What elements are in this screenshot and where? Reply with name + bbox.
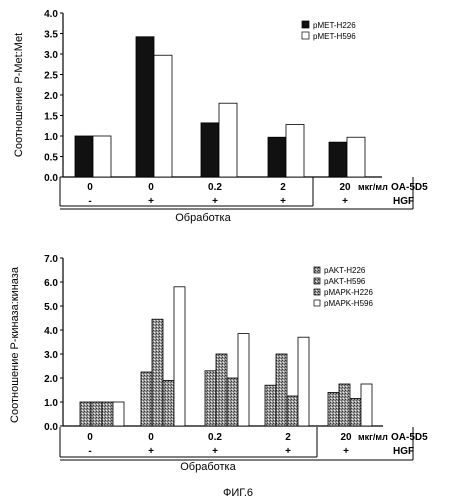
bar bbox=[275, 353, 288, 427]
bar bbox=[237, 333, 250, 427]
hgf-sign: + bbox=[280, 196, 286, 207]
bar bbox=[90, 401, 103, 427]
y-tick-label: 1.0 bbox=[44, 132, 58, 143]
hgf-sign: + bbox=[148, 446, 154, 457]
legend-swatch bbox=[313, 277, 321, 285]
legend-entry: pMET-H226 bbox=[313, 21, 356, 30]
dose-label: 0 bbox=[87, 182, 93, 193]
y-axis-label: Соотношение P-киназа:киназа bbox=[9, 266, 21, 423]
dose-label: 20 bbox=[339, 182, 351, 193]
bar bbox=[79, 401, 92, 427]
bar bbox=[360, 383, 373, 427]
treatment-label: OA-5D5 bbox=[391, 182, 428, 193]
bar bbox=[215, 353, 228, 427]
group-label: Обработка bbox=[180, 461, 236, 473]
legend-entry: pMAPK-H596 bbox=[324, 299, 373, 308]
bar bbox=[74, 135, 94, 178]
bar bbox=[286, 395, 299, 427]
dose-label: 0.2 bbox=[208, 432, 222, 443]
y-tick-label: 5.0 bbox=[44, 302, 58, 313]
legend-entry: pAKT-H226 bbox=[324, 266, 366, 275]
group-label: Обработка bbox=[175, 212, 231, 224]
bar bbox=[151, 318, 164, 427]
y-axis-label: Соотношение P-Met:Met bbox=[13, 33, 25, 157]
legend-box bbox=[312, 264, 384, 310]
hgf-sign: - bbox=[88, 196, 91, 207]
legend-entry: pMAPK-H226 bbox=[324, 288, 373, 297]
y-tick-label: 1.5 bbox=[44, 112, 58, 123]
unit-label: мкг/мл bbox=[358, 432, 388, 442]
bar bbox=[327, 391, 340, 427]
y-tick-label: 6.0 bbox=[44, 278, 58, 289]
chart-pmet-ratio: 0.0 0.5 1.0 1.5 2.0 2.5 3.0 3.5 4.0 Соотношение P… bbox=[13, 9, 428, 224]
dose-label: 0 bbox=[87, 432, 93, 443]
legend-swatch bbox=[313, 266, 321, 274]
chart-pkinase-ratio: 0.0 1.0 2.0 3.0 4.0 5.0 6.0 7.0 Соотношение P-ки… bbox=[9, 254, 428, 473]
dose-label: 20 bbox=[340, 432, 352, 443]
legend-box bbox=[300, 18, 378, 43]
treatment-label: OA-5D5 bbox=[391, 432, 428, 443]
bar bbox=[101, 401, 114, 427]
bar bbox=[338, 383, 351, 427]
dose-label: 0 bbox=[148, 432, 154, 443]
bar bbox=[140, 371, 153, 427]
hgf-label: HGF bbox=[393, 446, 414, 457]
hgf-sign: + bbox=[212, 446, 218, 457]
y-tick-label: 2.5 bbox=[44, 71, 58, 82]
bar bbox=[200, 122, 220, 178]
bar bbox=[112, 401, 125, 427]
bar bbox=[173, 286, 186, 427]
dose-label: 0 bbox=[148, 182, 154, 193]
legend-entry: pAKT-H596 bbox=[324, 277, 366, 286]
legend-entry: pMET-H596 bbox=[313, 32, 356, 41]
hgf-sign: - bbox=[88, 446, 91, 457]
bar bbox=[153, 54, 173, 178]
hgf-sign: + bbox=[342, 196, 348, 207]
legend-swatch bbox=[301, 20, 310, 29]
dose-label: 2 bbox=[285, 432, 291, 443]
y-tick-label: 3.5 bbox=[44, 30, 58, 41]
dose-label: 2 bbox=[280, 182, 286, 193]
y-tick-label: 0.5 bbox=[44, 153, 58, 164]
figure-label: ФИГ.6 bbox=[223, 487, 253, 499]
hgf-sign: + bbox=[212, 196, 218, 207]
y-tick-label: 2.0 bbox=[44, 91, 58, 102]
hgf-label: HGF bbox=[393, 196, 414, 207]
y-tick-label: 7.0 bbox=[44, 254, 58, 265]
y-tick-label: 0.0 bbox=[44, 422, 58, 433]
bar bbox=[328, 141, 348, 178]
bar bbox=[135, 36, 155, 178]
y-tick-label: 2.0 bbox=[44, 374, 58, 385]
bar bbox=[162, 379, 175, 427]
y-tick-label: 3.0 bbox=[44, 350, 58, 361]
unit-label: мкг/мл bbox=[358, 182, 388, 192]
legend-swatch bbox=[301, 31, 310, 40]
bar bbox=[264, 384, 277, 427]
hgf-sign: + bbox=[343, 446, 349, 457]
bar bbox=[204, 370, 217, 427]
hgf-sign: + bbox=[148, 196, 154, 207]
hgf-sign: + bbox=[285, 446, 291, 457]
bar bbox=[349, 397, 362, 427]
legend-swatch bbox=[313, 299, 321, 307]
bar bbox=[92, 135, 112, 178]
bar bbox=[297, 336, 310, 427]
y-tick-label: 1.0 bbox=[44, 398, 58, 409]
y-tick-label: 0.0 bbox=[44, 173, 58, 184]
bar bbox=[285, 124, 305, 178]
bar bbox=[218, 102, 238, 178]
legend-swatch bbox=[313, 288, 321, 296]
y-tick-label: 3.0 bbox=[44, 50, 58, 61]
y-tick-label: 4.0 bbox=[44, 326, 58, 337]
dose-label: 0.2 bbox=[208, 182, 222, 193]
bar bbox=[226, 377, 239, 427]
bar bbox=[346, 136, 366, 178]
y-tick-label: 4.0 bbox=[44, 9, 58, 20]
bar bbox=[267, 136, 287, 178]
